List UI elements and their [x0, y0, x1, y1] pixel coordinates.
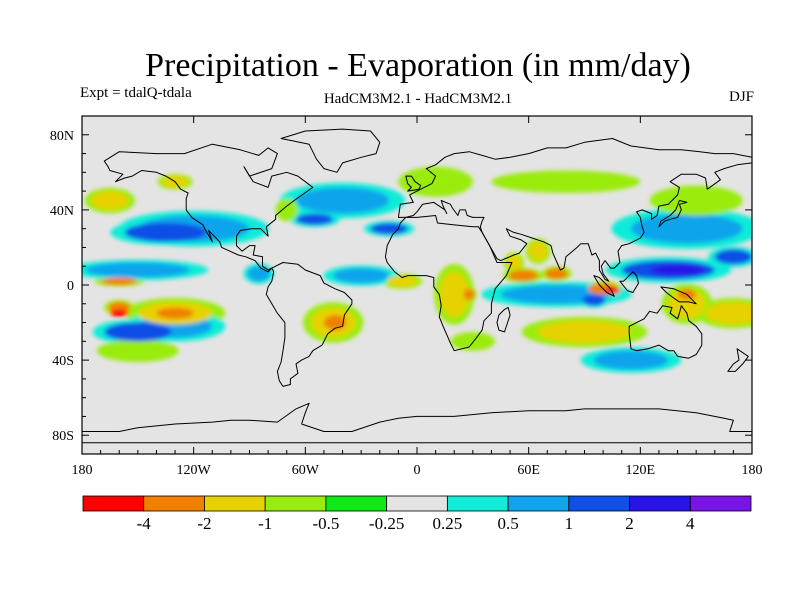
- colorbar-box: [204, 495, 266, 512]
- season-label: DJF: [729, 89, 754, 105]
- chart-title: Precipitation - Evaporation (in mm/day): [145, 47, 691, 84]
- coastline-north-america: [103, 143, 314, 273]
- field-region: [96, 339, 179, 362]
- colorbar-label: 2: [625, 514, 634, 533]
- field-region: [370, 223, 408, 235]
- coastline-layer: [82, 128, 752, 444]
- experiment-label: Expt = tdalQ-tdala: [80, 85, 192, 101]
- y-tick-label: 0: [67, 279, 74, 294]
- y-tick-label: 80N: [50, 129, 74, 144]
- field-region: [100, 277, 138, 285]
- field-region: [593, 350, 669, 370]
- colorbar-box: [507, 495, 570, 512]
- field-layer: [82, 166, 752, 373]
- field-region: [545, 268, 568, 280]
- field-region: [91, 191, 129, 210]
- y-axis: 80N 40N 0 40S 80S: [50, 129, 752, 444]
- coastline-uk: [405, 175, 422, 192]
- colorbar-label: -0.5: [312, 514, 339, 533]
- colorbar-label: 4: [686, 514, 695, 533]
- field-region: [85, 262, 190, 278]
- field-region: [714, 249, 752, 265]
- coastline-new-zealand: [727, 348, 749, 372]
- colorbar: -4 -2 -1 -0.5 -0.25 0.25 0.5 1 2 4: [82, 495, 752, 533]
- field-region: [398, 166, 473, 197]
- colorbar-label: 0.5: [497, 514, 518, 533]
- x-tick-label: 180: [742, 463, 763, 478]
- coastline-australia: [628, 305, 703, 359]
- coastline-eurasia: [397, 138, 752, 282]
- colorbar-box: [264, 495, 327, 512]
- field-region: [104, 322, 172, 342]
- comparison-label: HadCM3M2.1 - HadCM3M2.1: [324, 91, 512, 107]
- y-tick-label: 40N: [50, 204, 74, 219]
- field-region: [537, 320, 632, 344]
- colorbar-box: [689, 495, 752, 512]
- field-region: [705, 301, 752, 325]
- field-region: [124, 223, 207, 242]
- colorbar-label: -2: [197, 514, 211, 533]
- field-region: [450, 331, 496, 351]
- field-region: [296, 187, 390, 214]
- colorbar-label: -4: [137, 514, 152, 533]
- colorbar-label: 1: [565, 514, 574, 533]
- field-region: [109, 309, 129, 317]
- x-tick-label: 120W: [177, 463, 212, 478]
- coastline-borneo: [619, 271, 639, 293]
- field-region: [582, 294, 605, 306]
- field-region: [387, 275, 417, 287]
- field-region: [528, 241, 548, 261]
- y-tick-label: 80S: [52, 429, 74, 444]
- coastline-antarctica: [82, 402, 752, 444]
- colorbar-box: [325, 495, 388, 512]
- coastline-sumatra: [593, 275, 615, 297]
- coastline-africa: [384, 215, 513, 352]
- x-axis: 180 120W 60W 0 60E 120E 180: [72, 116, 763, 478]
- colorbar-label: 0.25: [432, 514, 462, 533]
- coastline-japan: [658, 200, 688, 228]
- field-region: [668, 288, 706, 319]
- field-region: [296, 213, 334, 225]
- colorbar-label: -1: [258, 514, 272, 533]
- x-tick-label: 120E: [626, 463, 656, 478]
- coastline-greenland: [280, 128, 381, 173]
- coastline-madagascar: [496, 307, 511, 333]
- x-tick-label: 180: [72, 463, 93, 478]
- colorbar-box: [82, 495, 145, 512]
- colorbar-label: -0.25: [369, 514, 404, 533]
- field-region: [604, 286, 620, 295]
- field-region: [439, 271, 470, 317]
- colorbar-box: [143, 495, 205, 512]
- field-region: [491, 170, 641, 193]
- field-region: [649, 185, 743, 216]
- colorbar-box: [446, 495, 509, 512]
- field-region: [156, 307, 194, 319]
- field-region: [508, 269, 538, 282]
- field-region: [631, 213, 743, 244]
- x-tick-label: 60E: [517, 463, 540, 478]
- field-region: [333, 268, 390, 284]
- field-region: [463, 288, 475, 301]
- field-region: [275, 198, 298, 222]
- y-tick-label: 40S: [52, 354, 74, 369]
- x-tick-label: 60W: [292, 463, 320, 478]
- coastline-south-america: [265, 262, 353, 387]
- colorbar-box: [386, 495, 448, 512]
- coastline-new-guinea: [660, 286, 697, 305]
- x-tick-label: 0: [414, 463, 421, 478]
- field-region: [649, 264, 706, 276]
- colorbar-box: [629, 495, 691, 512]
- colorbar-box: [568, 495, 630, 512]
